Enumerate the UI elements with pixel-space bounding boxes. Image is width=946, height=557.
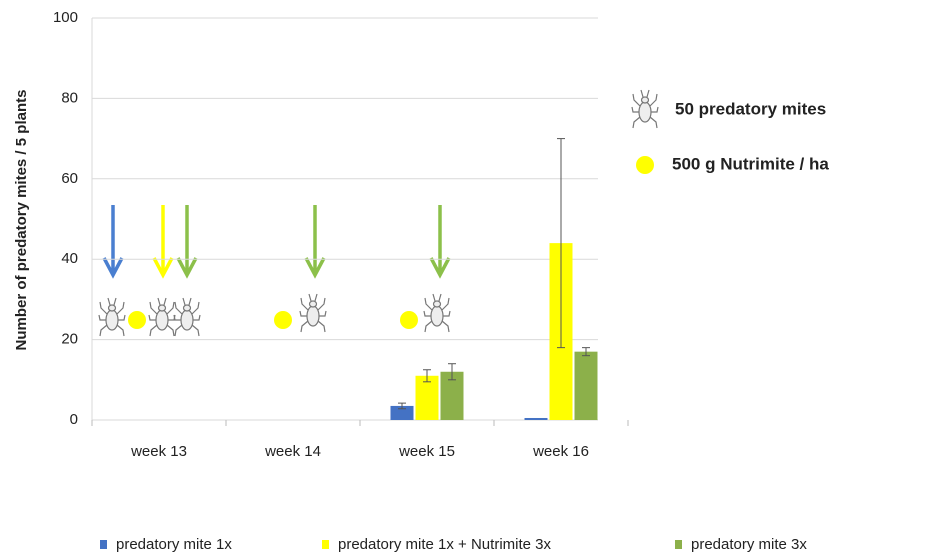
nutrimite-dots xyxy=(128,156,654,329)
legend-swatch xyxy=(100,540,107,549)
x-tick-label: week 16 xyxy=(532,443,589,460)
legend-label: predatory mite 3x xyxy=(691,536,807,553)
y-tick-label: 20 xyxy=(61,331,78,348)
bar xyxy=(415,375,439,420)
y-axis-label: Number of predatory mites / 5 plants xyxy=(13,90,30,351)
y-tick-label: 100 xyxy=(53,9,78,26)
mite-icons xyxy=(98,89,659,337)
y-tick-label: 0 xyxy=(70,411,78,428)
error-bar xyxy=(557,138,565,349)
x-tick-label: week 13 xyxy=(130,443,187,460)
error-bar xyxy=(582,347,590,357)
x-tick-label: week 14 xyxy=(264,443,321,460)
legend-label: predatory mite 1x xyxy=(116,536,232,553)
legend-label: predatory mite 1x + Nutrimite 3x xyxy=(338,536,551,553)
bar xyxy=(440,371,464,420)
bar xyxy=(574,351,598,420)
y-tick-label: 80 xyxy=(61,89,78,106)
error-bar xyxy=(448,363,456,381)
bar xyxy=(390,405,414,420)
bar xyxy=(524,417,548,420)
legend-swatch xyxy=(322,540,329,549)
error-bar xyxy=(423,369,431,383)
annotation: 500 g Nutrimite / ha xyxy=(672,154,829,173)
annotation: 50 predatory mites xyxy=(675,99,826,118)
y-tick-label: 60 xyxy=(61,170,78,187)
arrows xyxy=(102,205,451,279)
x-tick-label: week 15 xyxy=(398,443,455,460)
legend-swatch xyxy=(675,540,682,549)
y-tick-label: 40 xyxy=(61,250,78,267)
error-bar xyxy=(398,402,406,410)
